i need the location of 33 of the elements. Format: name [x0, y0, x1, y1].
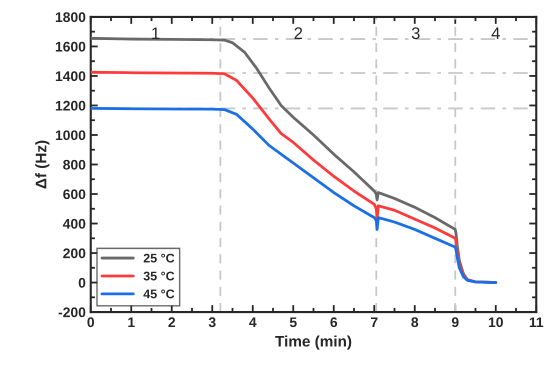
y-tick-label: 1400 — [56, 71, 86, 82]
y-tick-label: 1800 — [56, 12, 86, 22]
legend-label: 25 °C — [144, 254, 174, 263]
y-tick-label: 200 — [63, 248, 86, 258]
annotation: 2 — [294, 27, 302, 39]
x-tick-label: 8 — [411, 317, 418, 328]
annotation: 1 — [152, 27, 160, 39]
line-series — [90, 107, 498, 284]
x-tick-label: 5 — [290, 317, 297, 328]
y-tick-label: 800 — [63, 160, 86, 170]
y-tick-label: 0 — [78, 278, 86, 288]
x-tick-label: 4 — [249, 317, 257, 328]
x-tick-label: 11 — [530, 317, 544, 328]
x-tick-label: 7 — [370, 317, 378, 328]
y-tick-label: 600 — [63, 189, 86, 200]
y-tick-label: 1200 — [56, 100, 86, 111]
x-tick-label: 2 — [168, 317, 176, 328]
x-tick-label: 6 — [330, 317, 338, 328]
x-axis-title: Time (min) — [275, 335, 352, 350]
x-tick-label: 9 — [452, 317, 459, 328]
x-tick-label: 3 — [208, 317, 216, 328]
y-tick-label: 1000 — [56, 130, 86, 140]
legend-label: 35 °C — [144, 272, 174, 280]
y-tick-label: 1600 — [56, 42, 86, 52]
y-tick-label: 400 — [62, 218, 86, 229]
y-tick-label: -200 — [58, 307, 86, 318]
y-axis-title: Δf (Hz) — [35, 140, 50, 188]
x-tick-label: 1 — [128, 317, 135, 328]
x-tick-label: 10 — [488, 317, 503, 328]
annotation: 4 — [492, 27, 500, 39]
annotation: 3 — [412, 27, 420, 40]
x-tick-label: 0 — [87, 317, 94, 328]
legend-label: 45 °C — [143, 290, 174, 298]
